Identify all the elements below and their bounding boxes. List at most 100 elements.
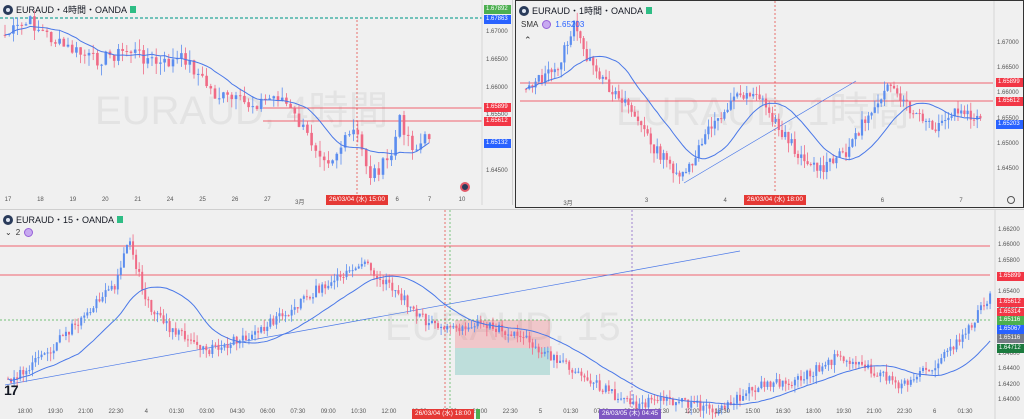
chart-title[interactable]: EURAUD・1時間・OANDA <box>532 6 644 16</box>
chart-pane-4h[interactable]: EURAUD, 4時間 EURAUD・4時間・OANDA 1.67000 1.66… <box>0 0 513 205</box>
candle-body <box>339 147 343 154</box>
candle-body <box>556 69 560 71</box>
sma-legend[interactable]: SMA 1.65203 <box>521 20 584 29</box>
price-tag: 1.65899 <box>484 103 511 112</box>
candle-body <box>565 360 568 362</box>
candle-body <box>803 379 806 381</box>
candle-body <box>186 339 189 341</box>
candle-body <box>363 261 366 265</box>
candle-body <box>771 112 774 122</box>
candle-body <box>547 69 550 74</box>
candle-body <box>620 398 623 400</box>
chart-title[interactable]: EURAUD・4時間・OANDA <box>16 5 128 15</box>
time-tick-label: 01:30 <box>169 409 185 415</box>
visibility-icon[interactable] <box>542 20 552 29</box>
candle-body <box>809 370 812 377</box>
candle-body <box>87 52 91 56</box>
tradingview-logo[interactable]: 17 <box>4 382 19 398</box>
chevron-down-icon[interactable]: ⌄ <box>5 228 12 237</box>
candle-body <box>37 357 40 359</box>
candle-body <box>427 134 431 140</box>
candle-body <box>693 401 696 403</box>
candle-body <box>979 115 982 119</box>
candle-body <box>922 367 924 372</box>
sma-line <box>7 275 991 405</box>
candle-body <box>851 139 854 147</box>
time-tick-label: 01:30 <box>957 409 973 415</box>
candle-body <box>825 161 828 173</box>
candle-body <box>873 373 876 376</box>
chart-pane-1h[interactable]: EURAUD, 1時間 EURAUD・1時間・OANDA SMA 1.65203… <box>515 0 1024 208</box>
candle-body <box>903 380 906 384</box>
candle-body <box>620 98 624 103</box>
collapse-chevron-icon[interactable]: ⌃ <box>524 35 532 45</box>
chart-pane-15m[interactable]: EURAUD, 15 EURAUD・15・OANDA ⌄ 2 1.662001.… <box>0 209 1024 419</box>
candle-body <box>769 381 772 387</box>
candle-body <box>534 81 537 88</box>
candle-body <box>899 93 902 102</box>
candle-body <box>467 327 470 330</box>
candle-body <box>400 293 403 301</box>
candle-body <box>827 359 830 365</box>
candle-body <box>510 334 513 336</box>
candle-body <box>251 334 253 340</box>
settings-icon[interactable] <box>1007 196 1015 204</box>
candle-body <box>507 334 510 336</box>
price-chart[interactable] <box>0 210 1024 419</box>
candle-body <box>944 120 947 122</box>
candle-body <box>640 121 643 126</box>
time-tick-label: 4 <box>144 409 148 415</box>
candle-body <box>524 88 528 90</box>
price-chart[interactable] <box>0 0 512 205</box>
candle-body <box>138 49 141 51</box>
candle-body <box>646 129 649 134</box>
candle-body <box>192 60 196 75</box>
candle-body <box>254 331 257 335</box>
time-tick-label: 18:00 <box>805 409 821 415</box>
candle-body <box>415 308 418 317</box>
candle-body <box>83 315 86 318</box>
price-tick-label: 1.64400 <box>998 366 1020 373</box>
candle-body <box>611 91 614 95</box>
indicators-toggle[interactable]: ⌄ 2 <box>5 228 34 237</box>
candle-body <box>835 157 838 164</box>
candle-body <box>735 394 738 404</box>
candle-body <box>89 312 92 314</box>
candle-body <box>281 313 284 317</box>
candle-body <box>607 385 610 392</box>
price-chart[interactable] <box>516 1 1024 208</box>
navigation-icon[interactable] <box>460 182 470 192</box>
candle-body <box>132 241 135 255</box>
candle-body <box>925 367 928 370</box>
candle-body <box>739 93 742 96</box>
candle-body <box>119 267 122 275</box>
time-tick-label: 09:00 <box>320 409 336 415</box>
candle-body <box>775 379 778 383</box>
price-tag: 1.65612 <box>997 298 1024 307</box>
candle-body <box>357 266 360 269</box>
candle-body <box>729 100 732 110</box>
candle-body <box>824 364 827 367</box>
candle-body <box>77 324 80 326</box>
candle-body <box>406 295 409 308</box>
candle-body <box>52 350 55 354</box>
candle-body <box>700 143 704 146</box>
candle-body <box>796 153 800 158</box>
candle-body <box>688 163 691 172</box>
candle-body <box>912 379 915 381</box>
visibility-icon[interactable] <box>24 228 34 237</box>
candle-body <box>516 331 519 336</box>
candle-body <box>336 274 339 281</box>
chart-title[interactable]: EURAUD・15・OANDA <box>16 215 115 225</box>
crosshair-time-label: 26/03/04 (水) 18:00 <box>744 195 807 205</box>
candle-body <box>369 263 372 271</box>
candle-body <box>883 90 886 100</box>
candle-body <box>83 54 87 56</box>
candle-body <box>452 326 455 328</box>
candle-body <box>915 113 918 115</box>
candle-body <box>154 57 158 64</box>
candle-body <box>244 335 247 341</box>
candle-body <box>142 50 145 64</box>
candle-body <box>742 395 745 401</box>
candle-body <box>159 62 162 64</box>
